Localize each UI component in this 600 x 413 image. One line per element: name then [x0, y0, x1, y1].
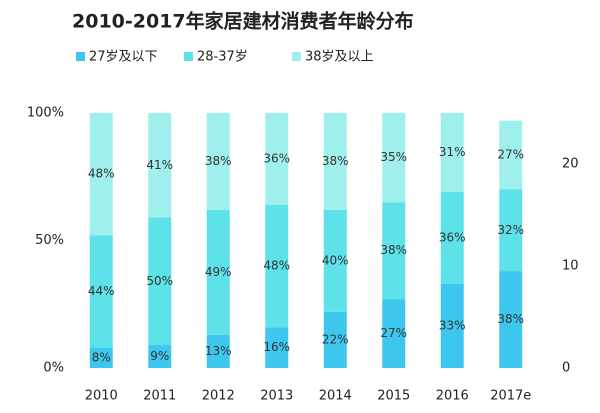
x-tick-label: 2012	[202, 389, 235, 404]
legend-label: 28-37岁	[197, 50, 248, 65]
value-label: 38%	[497, 312, 524, 326]
bar-segment	[89, 347, 113, 368]
value-label: 41%	[146, 158, 173, 172]
value-label: 27%	[497, 148, 524, 162]
value-label: 38%	[380, 243, 407, 257]
value-label: 36%	[439, 230, 466, 244]
legend-swatch	[76, 52, 85, 61]
bar-segment	[382, 299, 406, 368]
x-tick-label: 2013	[260, 389, 293, 404]
y-tick-label: 100%	[27, 106, 64, 121]
legend-swatch	[292, 52, 301, 61]
value-label: 36%	[263, 151, 290, 165]
legend-label: 38岁及以上	[305, 50, 374, 65]
x-tick-label: 2015	[377, 389, 410, 404]
bar-segment	[265, 113, 289, 205]
bar-segment	[148, 113, 172, 218]
value-label: 13%	[205, 344, 232, 358]
x-tick-label: 2011	[143, 389, 176, 404]
x-tick-label: 2016	[436, 389, 469, 404]
y-tick-label: 50%	[35, 233, 64, 248]
value-label: 40%	[322, 253, 349, 267]
bar-segment	[148, 217, 172, 346]
value-label: 48%	[263, 259, 290, 273]
bar-segment	[206, 209, 230, 335]
value-label: 38%	[322, 154, 349, 168]
value-label: 8%	[92, 350, 111, 364]
value-label: 32%	[497, 223, 524, 237]
value-label: 48%	[88, 167, 115, 181]
bar-segment	[148, 345, 172, 368]
y-tick-label: 0%	[43, 361, 64, 376]
bar-segment	[499, 189, 523, 272]
bar-segment	[323, 311, 347, 368]
bar-segment	[440, 113, 464, 193]
bar-segment	[499, 271, 523, 368]
value-label: 9%	[150, 349, 169, 363]
bar-segment	[206, 113, 230, 210]
x-tick-label: 2017e	[490, 389, 531, 404]
x-tick-label: 2010	[85, 389, 118, 404]
value-label: 49%	[205, 265, 232, 279]
value-label: 50%	[146, 274, 173, 288]
value-label: 27%	[380, 326, 407, 340]
value-label: 31%	[439, 145, 466, 159]
bar-segment	[382, 202, 406, 300]
legend-swatch	[184, 52, 193, 61]
value-label: 44%	[88, 284, 115, 298]
bar-segment	[89, 113, 113, 236]
y2-tick-label: 20	[562, 157, 579, 172]
value-label: 22%	[322, 332, 349, 346]
legend-label: 27岁及以下	[89, 50, 158, 65]
bar-segment	[323, 113, 347, 210]
value-label: 33%	[439, 318, 466, 332]
bar-segment	[440, 283, 464, 368]
value-label: 38%	[205, 154, 232, 168]
bar-segment	[323, 209, 347, 312]
bar-segment	[440, 192, 464, 284]
x-tick-label: 2014	[319, 389, 352, 404]
bar-segment	[499, 120, 523, 190]
y2-tick-label: 10	[562, 259, 579, 274]
bar-segment	[265, 327, 289, 368]
bar-segment	[382, 113, 406, 203]
bar-segment	[89, 235, 113, 348]
y2-tick-label: 0	[562, 361, 570, 376]
bar-segment	[265, 204, 289, 328]
chart-title: 2010-2017年家居建材消费者年龄分布	[72, 10, 414, 33]
value-label: 35%	[380, 150, 407, 164]
bar-segment	[206, 334, 230, 368]
value-label: 16%	[263, 340, 290, 354]
